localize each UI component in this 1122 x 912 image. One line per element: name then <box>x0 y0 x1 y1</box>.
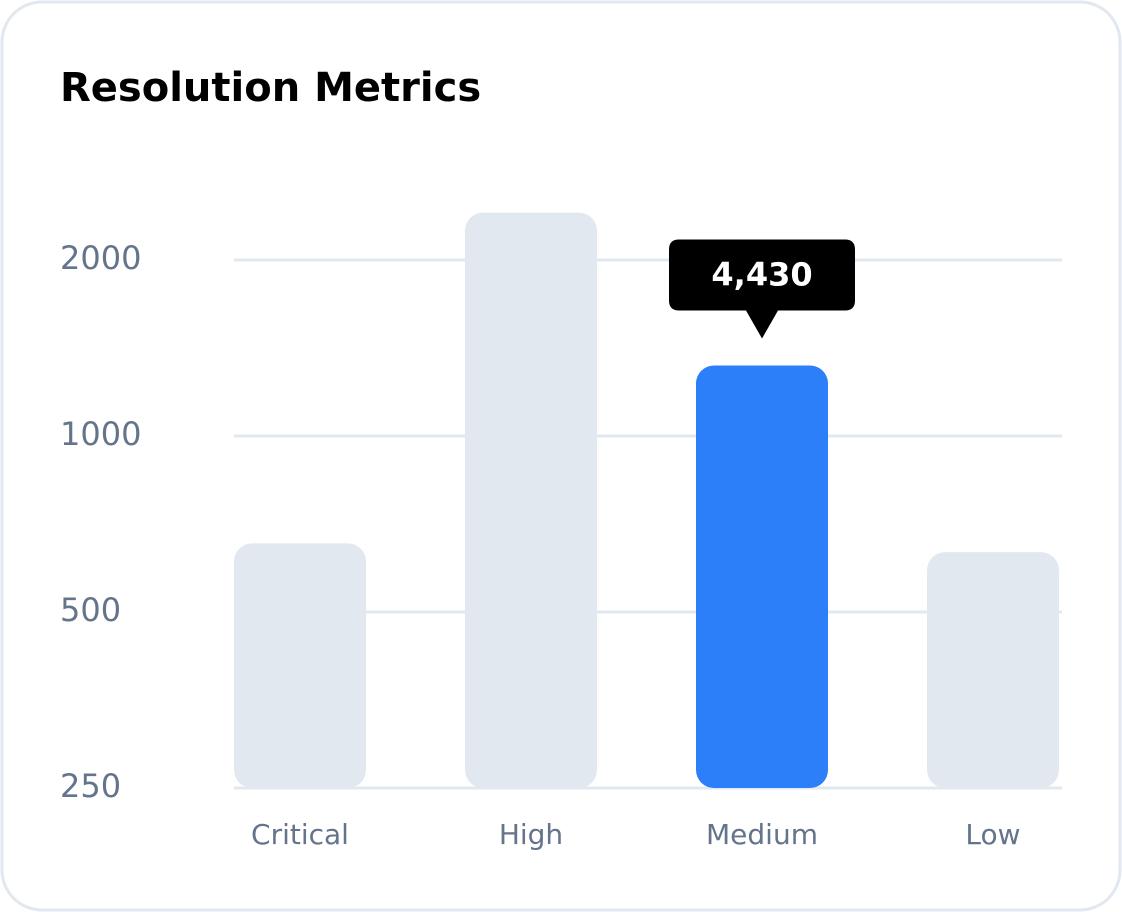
tooltip <box>669 239 855 339</box>
bar <box>465 212 597 789</box>
chart-title: Resolution Metrics <box>60 65 481 111</box>
x-tick-label: Low <box>965 818 1020 851</box>
x-tick-label: High <box>499 818 563 851</box>
y-tick-label: 1000 <box>60 415 141 453</box>
bar <box>927 552 1059 788</box>
tooltip-box <box>669 239 855 339</box>
bar <box>696 365 828 788</box>
x-tick-label: Critical <box>251 818 349 851</box>
y-tick-label: 500 <box>60 591 121 629</box>
tooltip-text: 4,430 <box>711 256 812 294</box>
y-tick-label: 250 <box>60 767 121 805</box>
y-tick-label: 2000 <box>60 239 141 277</box>
x-tick-label: Medium <box>706 818 818 851</box>
bar <box>234 543 366 788</box>
